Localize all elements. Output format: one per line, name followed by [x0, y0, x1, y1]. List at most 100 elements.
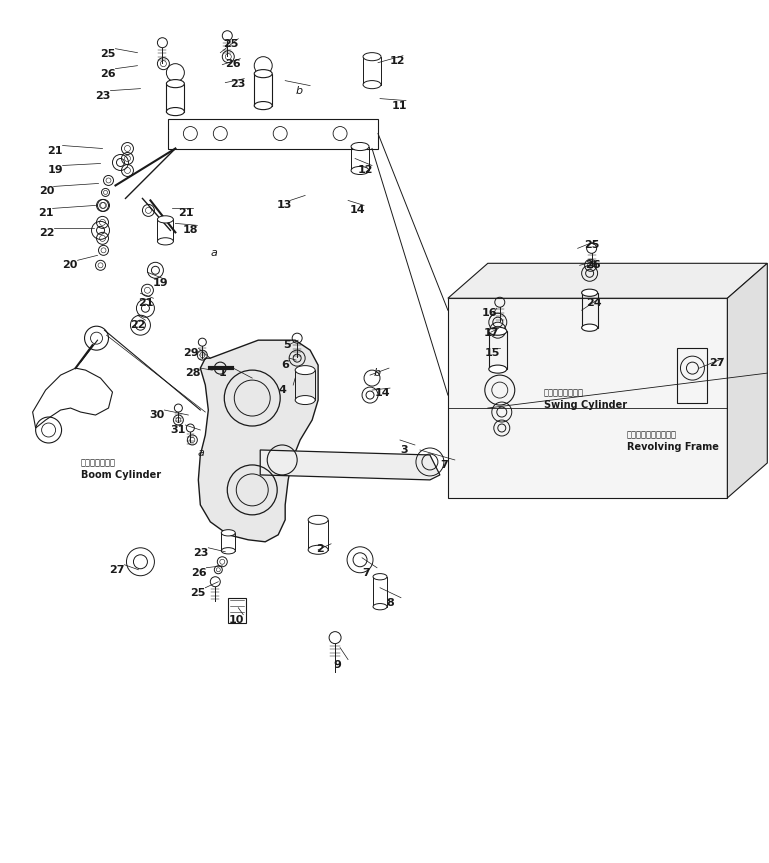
Bar [166, 84, 185, 111]
Text: 26: 26 [101, 69, 116, 79]
Ellipse shape [158, 216, 173, 223]
Text: 1: 1 [218, 369, 226, 378]
Text: 19: 19 [152, 278, 168, 288]
Text: 20: 20 [38, 186, 54, 197]
Bar [255, 73, 272, 105]
Text: 14: 14 [375, 388, 391, 398]
Text: 19: 19 [48, 166, 63, 175]
Text: a: a [210, 249, 217, 258]
Text: 7: 7 [362, 568, 370, 577]
Text: 17: 17 [484, 328, 499, 338]
Text: 21: 21 [38, 208, 53, 218]
Text: Revolving Frame: Revolving Frame [627, 442, 718, 452]
Text: 6: 6 [281, 360, 289, 370]
Ellipse shape [295, 366, 315, 375]
Bar [581, 293, 598, 328]
Bar [168, 118, 378, 148]
Bar [448, 299, 727, 498]
Text: ブームシリンダ: ブームシリンダ [81, 458, 115, 467]
Bar [228, 598, 246, 622]
Text: 26: 26 [191, 568, 207, 577]
Text: 23: 23 [193, 548, 208, 557]
Text: 23: 23 [95, 91, 111, 101]
Ellipse shape [489, 365, 507, 373]
Text: 21: 21 [48, 146, 63, 155]
Text: 27: 27 [109, 564, 125, 575]
Text: 9: 9 [333, 659, 341, 670]
Polygon shape [727, 263, 767, 498]
Text: 12: 12 [358, 166, 374, 175]
Bar [158, 219, 173, 242]
Text: 29: 29 [183, 348, 199, 358]
Text: 25: 25 [223, 39, 238, 48]
Text: 18: 18 [182, 225, 198, 236]
Ellipse shape [255, 70, 272, 78]
Text: 25: 25 [101, 48, 116, 59]
Text: 12: 12 [390, 56, 405, 66]
Text: 21: 21 [178, 208, 194, 218]
Text: a: a [198, 448, 205, 458]
Bar [363, 57, 381, 85]
Text: Boom Cylinder: Boom Cylinder [81, 470, 161, 480]
Bar [373, 576, 387, 607]
Text: 13: 13 [276, 200, 291, 211]
Text: 10: 10 [228, 614, 244, 625]
Text: b: b [374, 369, 381, 378]
Bar [351, 147, 369, 171]
Text: 3: 3 [400, 445, 408, 455]
Text: 2: 2 [316, 544, 324, 554]
Text: 16: 16 [482, 308, 498, 318]
Polygon shape [260, 450, 440, 480]
Ellipse shape [363, 53, 381, 60]
Ellipse shape [166, 108, 185, 116]
Text: 26: 26 [584, 261, 601, 270]
Text: 20: 20 [62, 261, 78, 270]
Text: 21: 21 [138, 299, 154, 308]
Ellipse shape [158, 237, 173, 245]
Text: 22: 22 [38, 229, 54, 238]
Text: 15: 15 [484, 348, 500, 358]
Text: 31: 31 [171, 425, 186, 435]
Ellipse shape [221, 530, 235, 536]
Polygon shape [448, 263, 767, 299]
Ellipse shape [373, 574, 387, 580]
Text: 28: 28 [185, 369, 201, 378]
Ellipse shape [489, 327, 507, 335]
Text: 26: 26 [225, 59, 241, 69]
Text: 7: 7 [440, 460, 448, 470]
Ellipse shape [363, 80, 381, 89]
Ellipse shape [581, 324, 598, 331]
Bar [221, 532, 235, 551]
Ellipse shape [308, 515, 328, 525]
Text: スイングシリンダ: スイングシリンダ [544, 388, 584, 397]
Text: 4: 4 [278, 385, 286, 395]
Ellipse shape [373, 603, 387, 610]
Text: Swing Cylinder: Swing Cylinder [544, 400, 627, 410]
Ellipse shape [221, 548, 235, 554]
Bar [489, 331, 507, 369]
Bar [295, 370, 315, 400]
Ellipse shape [351, 167, 369, 174]
Text: 30: 30 [149, 410, 165, 420]
Ellipse shape [255, 102, 272, 110]
Text: 27: 27 [710, 358, 725, 369]
Text: 5: 5 [283, 340, 291, 350]
Bar [308, 520, 328, 550]
Text: 23: 23 [230, 79, 245, 89]
Text: 11: 11 [392, 101, 408, 110]
Text: レボルビングフレーム: レボルビングフレーム [627, 430, 677, 439]
Text: b: b [295, 85, 302, 96]
Text: 24: 24 [586, 299, 601, 308]
Bar [677, 348, 707, 403]
Ellipse shape [351, 142, 369, 150]
Text: 22: 22 [131, 320, 146, 331]
Ellipse shape [581, 289, 598, 296]
Polygon shape [198, 340, 318, 542]
Ellipse shape [295, 395, 315, 405]
Text: 25: 25 [584, 241, 599, 250]
Text: 25: 25 [191, 588, 206, 598]
Ellipse shape [166, 79, 185, 88]
Text: 8: 8 [386, 598, 394, 608]
Text: 14: 14 [350, 205, 366, 216]
Ellipse shape [308, 545, 328, 554]
